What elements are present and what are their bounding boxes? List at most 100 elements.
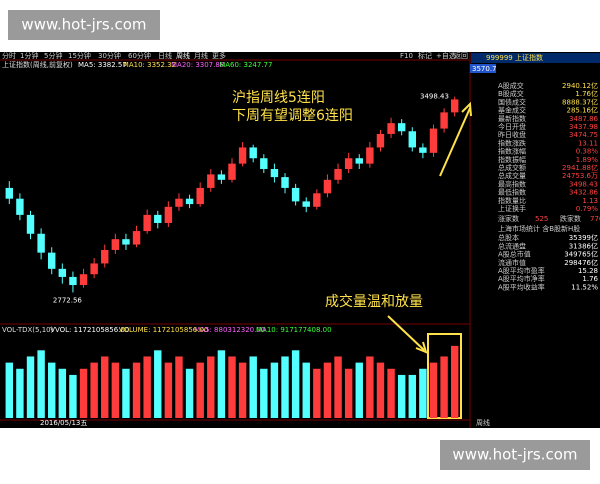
- row-label: 基金成交: [498, 106, 526, 115]
- candle-body: [440, 112, 448, 129]
- row-value: 0.38%: [576, 148, 599, 156]
- row-label: 总成交额: [498, 163, 526, 172]
- candle-body: [238, 147, 247, 164]
- candle-body: [154, 214, 162, 223]
- candle-body: [143, 214, 151, 232]
- volume-bar: [90, 362, 98, 418]
- row-value: 24753.6万: [562, 172, 598, 180]
- row-label: 指数涨跌: [498, 138, 526, 147]
- volume-bar: [26, 356, 35, 418]
- ma-label: MA5: 3382.57: [78, 61, 127, 69]
- candle-body: [26, 214, 35, 234]
- volume-bar: [313, 368, 321, 418]
- candle-body: [334, 169, 342, 180]
- row-label: 流通市值: [498, 258, 526, 267]
- row-label: 上证换手: [498, 204, 526, 213]
- watermark: www.hot-jrs.com: [21, 16, 146, 34]
- row-value: 1.76: [582, 275, 598, 283]
- volume-bar: [376, 362, 385, 418]
- volume-bar: [69, 374, 77, 418]
- volume-bar: [281, 356, 289, 418]
- row-label: A股总市值: [498, 250, 531, 259]
- volume-bar: [5, 362, 14, 418]
- candle-body: [249, 147, 257, 159]
- candle-body: [164, 206, 173, 223]
- toolbar-tab: 5分钟: [44, 51, 62, 60]
- candle-body: [408, 131, 416, 148]
- candle-body: [132, 231, 141, 245]
- volume-bar: [291, 350, 300, 418]
- date-label: 2016/05/13五: [40, 419, 87, 427]
- candle-body: [37, 233, 45, 253]
- candle-body: [450, 99, 459, 113]
- volume-bar: [323, 362, 332, 418]
- price-tag: 3570.7: [472, 65, 497, 73]
- volume-bar: [366, 356, 374, 418]
- candle-body: [196, 187, 204, 205]
- candle-body: [323, 179, 332, 194]
- volume-bar: [419, 368, 427, 418]
- ma-label: MA60: 3247.77: [219, 61, 272, 69]
- row-value: 2941.88亿: [562, 163, 598, 172]
- row-value: 13.11: [578, 139, 598, 147]
- row-label: 指数量比: [498, 196, 526, 205]
- candle-body: [302, 201, 310, 207]
- volume-bar: [249, 356, 257, 418]
- row-value: 3498.43: [569, 180, 598, 188]
- candle-body: [419, 147, 427, 153]
- row-label: A股平均市盈率: [498, 266, 545, 275]
- volume-bar: [48, 362, 56, 418]
- candle-body: [175, 198, 183, 207]
- row-label: 昨日收盘: [498, 130, 526, 139]
- price-tag-bg: [470, 64, 496, 73]
- breadth: 525: [535, 215, 548, 223]
- row-value: 1.13: [582, 197, 598, 205]
- row-value: 35399亿: [569, 233, 598, 242]
- ma-label: MA20: 3307.88: [171, 61, 224, 69]
- volume-bar: [16, 368, 24, 418]
- candle-body: [260, 158, 268, 170]
- candle-body: [207, 174, 215, 188]
- side-title: 999999 上证指数: [486, 53, 543, 62]
- row-label: 总股本: [498, 233, 519, 242]
- volume-bar: [111, 362, 120, 418]
- volume-label: MA10: 917177408.00: [256, 326, 332, 334]
- toolbar-tab: 60分钟: [128, 51, 151, 60]
- volume-bar: [344, 368, 353, 418]
- side-header: [471, 53, 600, 63]
- volume-bar: [429, 362, 438, 418]
- candle-body: [111, 239, 120, 250]
- row-label: 最低指数: [498, 188, 526, 197]
- candle-body: [48, 252, 56, 269]
- breadth: 涨家数: [498, 214, 519, 223]
- candle-body: [79, 274, 88, 286]
- volume-bar: [238, 362, 247, 418]
- row-value: 298476亿: [564, 258, 598, 267]
- volume-bar: [175, 356, 183, 418]
- volume-label: VOLUME: 1172105856.00: [119, 326, 209, 334]
- watermark-box: [8, 10, 160, 40]
- volume-bar: [302, 362, 310, 418]
- row-label: 总流通盘: [498, 241, 526, 250]
- candle-body: [366, 147, 374, 164]
- volume-bar: [450, 345, 459, 418]
- row-label: 总成交量: [498, 171, 526, 180]
- toolbar-tab: 分时: [2, 51, 16, 60]
- annotation: 下周有望调整6连阳: [232, 108, 353, 124]
- volume-bar: [164, 362, 173, 418]
- row-value: 1.76亿: [575, 89, 598, 98]
- candle-body: [101, 249, 109, 264]
- volume-bar: [260, 368, 268, 418]
- volume-bar: [154, 350, 162, 418]
- high-label: 3498.43: [420, 93, 449, 101]
- row-value: 3437.98: [569, 123, 598, 131]
- volume-bar: [397, 374, 406, 418]
- row-label: A股平均收益率: [498, 282, 545, 291]
- breadth: 跌家数: [560, 214, 581, 223]
- toolbar-tab: 30分钟: [98, 51, 121, 60]
- candle-body: [217, 174, 226, 180]
- row-label: 国债成交: [498, 97, 526, 106]
- volume-bar: [79, 368, 88, 418]
- low-label: 2772.56: [53, 296, 82, 304]
